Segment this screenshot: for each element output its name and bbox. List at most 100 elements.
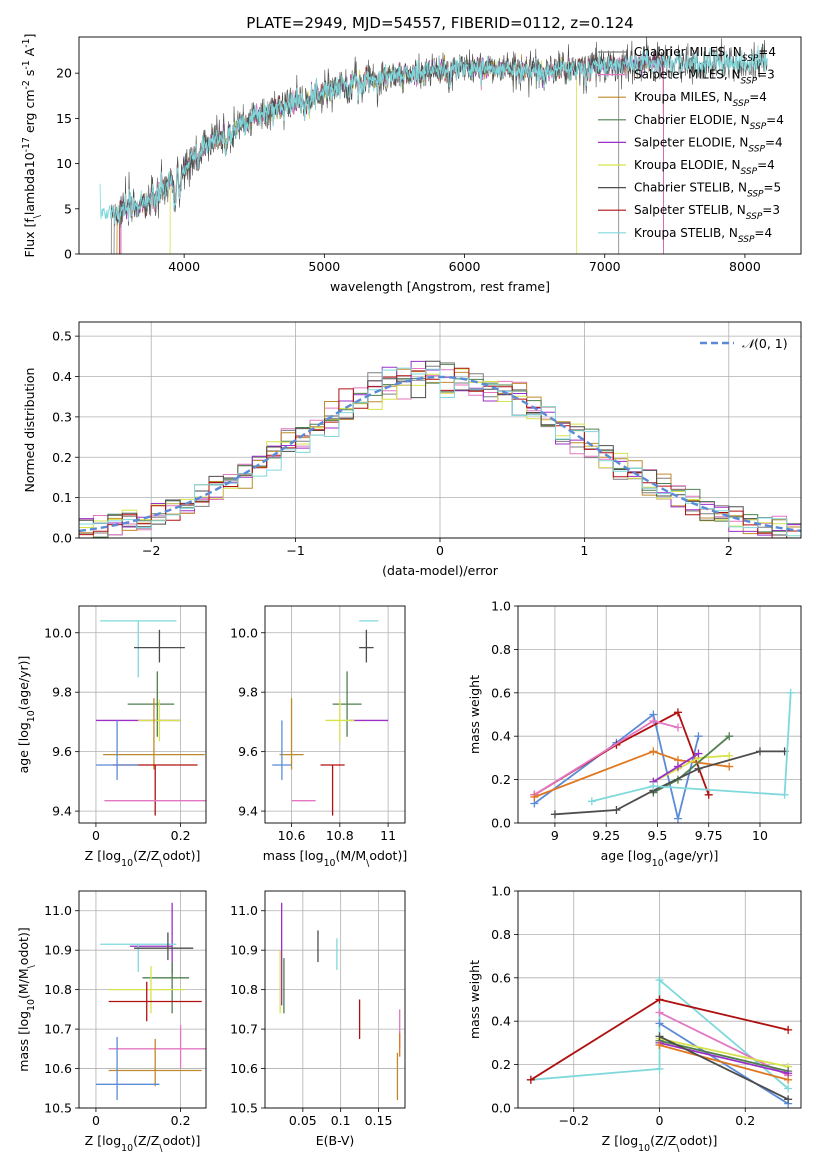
error-bar — [320, 764, 345, 816]
x-tick-label: 11 — [380, 828, 396, 843]
legend-entry: Salpeter MILES, NSSP=3 — [634, 68, 775, 87]
weight-line — [659, 1035, 789, 1101]
y-tick-label: 9.6 — [238, 744, 258, 759]
weight-line — [659, 1022, 789, 1105]
x-tick-label: 0 — [92, 828, 100, 843]
label-part: -2 — [21, 80, 32, 89]
x-tick-label: 9.5 — [648, 828, 668, 843]
y-tick-label: 5 — [64, 201, 72, 216]
weight-line — [533, 711, 710, 796]
error-bar — [142, 962, 190, 1014]
y-tick-label: 0.1 — [52, 490, 72, 505]
error-bar — [325, 699, 355, 742]
x-tick-label: −2 — [142, 543, 160, 558]
legend-text: (0, 1) — [754, 336, 788, 351]
label-part: \ — [676, 1143, 680, 1154]
y-tick-label: 0.2 — [52, 450, 72, 465]
y-tick-label: 10.6 — [230, 1061, 258, 1076]
x-tick-label: 0.15 — [365, 1113, 393, 1128]
x-tick-label: −1 — [286, 543, 304, 558]
y-tick-label: 10.5 — [44, 1101, 72, 1116]
x-tick-label: 9 — [551, 828, 559, 843]
label-part: -1 — [21, 60, 32, 69]
panel-age-weight: 9 9.25 9.5 9.75 10 0.0 0.2 0.4 0.6 0.8 1.0 age [log… — [467, 599, 802, 869]
x-axis-label: (data-model)/error — [382, 563, 499, 578]
y-tick-label: 10.0 — [44, 625, 72, 640]
y-tick-label: 0 — [64, 247, 72, 262]
label-part: odot)] — [369, 848, 407, 863]
y-tick-label: 0.6 — [491, 970, 511, 985]
label-part: odot)] — [16, 927, 31, 965]
y-tick-label: 0.8 — [491, 927, 511, 942]
label-part: wavelength [Angstrom, rest frame] — [330, 279, 550, 294]
weight-line — [534, 750, 730, 798]
legend-sub: SSP — [750, 122, 767, 132]
weight-line — [659, 1044, 789, 1081]
plot-area — [95, 902, 206, 1101]
legend-entry: Chabrier STELIB, NSSP=5 — [634, 181, 781, 200]
legend-entry: Kroupa MILES, NSSP=4 — [634, 90, 767, 109]
x-tick-label: 9.25 — [592, 828, 620, 843]
y-tick-label: 10.7 — [44, 1022, 72, 1037]
x-axis-label: E(B-V) — [316, 1133, 355, 1148]
x-axis-label: Z [log10(Z/Z\odot)] — [85, 848, 201, 869]
point-marker — [755, 747, 764, 756]
y-tick-label: 20 — [56, 66, 72, 81]
label-part: Z [log — [85, 1133, 121, 1148]
y-axis-label: age [log10(age/yr)] — [16, 656, 37, 774]
label-part: erg cm — [22, 89, 37, 137]
point-marker — [673, 708, 682, 717]
legend-sub: SSP — [746, 212, 763, 222]
panel-ebv-mass: 0.05 0.1 0.15 10.5 10.6 10.7 10.8 10.9 11.0 E(B-V… — [230, 890, 406, 1148]
y-tick-label: 9.8 — [52, 685, 72, 700]
y-tick-label: 0.6 — [491, 685, 511, 700]
y-tick-label: 0.3 — [52, 409, 72, 424]
legend-text: Salpeter ELODIE, N — [634, 135, 748, 149]
panel-spectrum: 4000 5000 6000 7000 8000 0 5 10 15 20 wavelength [… — [21, 34, 802, 294]
plot-area — [79, 360, 801, 538]
point-marker — [655, 1064, 664, 1073]
x-axis-label: Z [log10(Z/Z\odot)] — [602, 1133, 718, 1154]
label-part: mass [log — [16, 1011, 31, 1072]
x-tick-label: 9.75 — [695, 828, 723, 843]
x-tick-label: 0 — [92, 1113, 100, 1128]
legend-entry: Kroupa STELIB, NSSP=4 — [634, 226, 772, 245]
legend-entry: Salpeter STELIB, NSSP=3 — [634, 203, 780, 222]
label-part: Z [log — [85, 848, 121, 863]
label-part: (Z/Z — [650, 1133, 676, 1148]
point-marker — [673, 814, 682, 823]
weight-line — [554, 750, 785, 816]
legend-text: Kroupa ELODIE, N — [634, 158, 741, 172]
y-tick-label: 0.0 — [52, 531, 72, 546]
x-tick-label: 0.2 — [171, 828, 191, 843]
spectrum-line — [99, 45, 768, 225]
panel-residual-hist: −2 −1 0 1 2 0.0 0.1 0.2 0.3 0.4 0.5 (data-model)/er… — [22, 321, 802, 578]
y-tick-label: 0.4 — [491, 1014, 511, 1029]
legend-text: Chabrier STELIB, N — [634, 181, 747, 195]
label-part: odot)] — [679, 1133, 717, 1148]
error-bar — [95, 720, 139, 780]
error-bar — [138, 699, 181, 742]
y-axis-label: mass weight — [467, 675, 482, 754]
label-part: 10 — [26, 710, 37, 722]
error-bar — [95, 1036, 160, 1101]
legend-sub: SSP — [741, 77, 758, 87]
legend-text: Salpeter MILES, N — [634, 68, 741, 82]
label-part: 10 — [324, 858, 336, 869]
panel-z-mass: 0 0.210.510.610.710.810.911.0Z [log10(Z/Z… — [16, 890, 207, 1154]
label-part: \ — [159, 1143, 163, 1154]
legend-tail: =4 — [765, 135, 783, 149]
weight-line — [652, 754, 730, 783]
point-marker — [725, 751, 734, 760]
y-tick-label: 0.2 — [491, 772, 511, 787]
axes-frame — [78, 36, 802, 255]
x-tick-label: 6000 — [449, 259, 481, 274]
label-part: 10 — [652, 858, 664, 869]
point-marker — [655, 1008, 664, 1017]
y-tick-label: 0.8 — [491, 642, 511, 657]
panel-z-age: 0 0.29.49.69.810.0Z [log10(Z/Z\odot)]age … — [16, 605, 207, 869]
y-tick-label: 0.0 — [491, 1101, 511, 1116]
y-axis-label: mass [log10(M/M\odot)] — [16, 927, 37, 1071]
error-bar — [108, 1038, 202, 1087]
label-part: (data-model)/error — [382, 563, 499, 578]
